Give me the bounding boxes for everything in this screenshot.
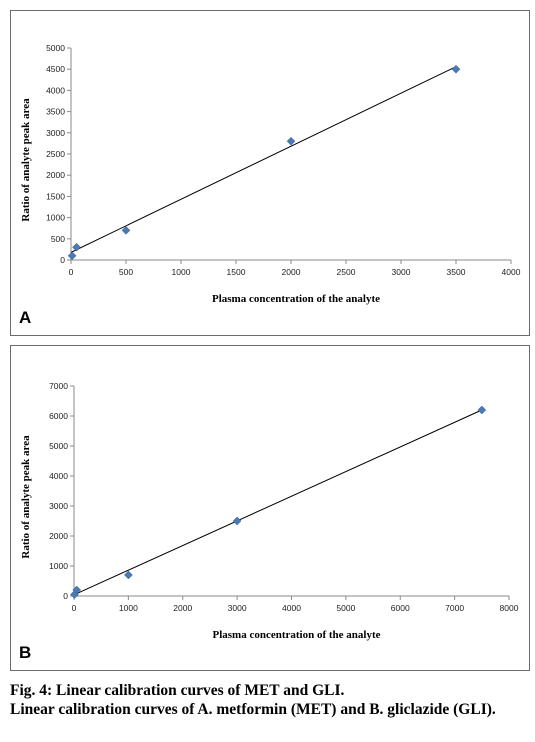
x-tick-label: 0 xyxy=(69,267,74,277)
data-point xyxy=(124,570,133,580)
y-tick-label: 0 xyxy=(63,591,68,601)
y-tick-label: 1000 xyxy=(49,561,68,571)
chart-b-svg: 0 1000 2000 3000 4000 5000 6000 7000 0 1000 2000 30… xyxy=(20,381,519,641)
x-tick-label: 2500 xyxy=(337,267,356,277)
data-point xyxy=(232,516,242,526)
y-tick-label: 1500 xyxy=(46,191,65,201)
y-tick-label: 0 xyxy=(60,255,65,265)
data-point xyxy=(451,64,461,74)
x-tick-label: 1000 xyxy=(172,267,191,277)
caption-description: Linear calibration curves of A. metformi… xyxy=(10,701,496,718)
y-axis-title: Ratio of analyte peak area xyxy=(20,98,32,222)
trendline xyxy=(73,409,483,596)
data-point xyxy=(286,136,296,146)
y-axis-title: Ratio of analyte peak area xyxy=(20,435,32,559)
y-tick-label: 5000 xyxy=(49,441,68,451)
chart-panel-a: 0 500 1000 1500 2000 2500 3000 3500 4000 4500 5000… xyxy=(10,10,530,336)
x-tick-label: 6000 xyxy=(391,603,410,613)
y-tick-label: 6000 xyxy=(49,411,68,421)
data-point xyxy=(72,585,82,595)
data-point xyxy=(121,225,131,235)
y-tick-label: 3500 xyxy=(46,107,65,117)
x-tick-label: 8000 xyxy=(500,603,519,613)
chart-panel-b: 0 1000 2000 3000 4000 5000 6000 7000 0 1000 2000 30… xyxy=(10,345,530,671)
x-tick-label: 4000 xyxy=(282,603,301,613)
data-point xyxy=(72,242,81,252)
x-tick-label: 0 xyxy=(72,603,77,613)
y-tick-label: 5000 xyxy=(46,43,65,53)
x-tick-label: 4000 xyxy=(502,267,521,277)
x-tick-label: 3500 xyxy=(447,267,466,277)
y-tick-label: 3000 xyxy=(46,128,65,138)
panel-label-a: A xyxy=(19,308,32,327)
y-tick-label: 500 xyxy=(51,234,65,244)
y-tick-label: 4000 xyxy=(46,85,65,95)
figure-caption: Fig. 4: Linear calibration curves of MET… xyxy=(10,681,530,719)
y-tick-label: 4500 xyxy=(46,64,65,74)
x-tick-label: 1500 xyxy=(227,267,246,277)
caption-title: Fig. 4: Linear calibration curves of MET… xyxy=(10,682,345,699)
y-tick-label: 2000 xyxy=(49,531,68,541)
x-tick-label: 7000 xyxy=(445,603,464,613)
y-tick-label: 3000 xyxy=(49,501,68,511)
x-tick-label: 2000 xyxy=(282,267,301,277)
y-tick-label: 7000 xyxy=(49,381,68,391)
panel-label-b: B xyxy=(19,643,32,662)
x-tick-label: 1000 xyxy=(119,603,138,613)
x-axis-title: Plasma concentration of the analyte xyxy=(212,293,380,305)
x-tick-label: 3000 xyxy=(392,267,411,277)
x-tick-label: 5000 xyxy=(336,603,355,613)
data-point xyxy=(67,251,77,261)
chart-a-svg: 0500100015002000250030003500400045005000… xyxy=(20,43,521,305)
y-tick-label: 2500 xyxy=(46,149,65,159)
trendline xyxy=(70,66,457,253)
data-point xyxy=(477,405,487,415)
y-tick-label: 2000 xyxy=(46,170,65,180)
x-tick-label: 500 xyxy=(119,267,133,277)
x-tick-label: 3000 xyxy=(228,603,247,613)
x-tick-label: 2000 xyxy=(173,603,192,613)
x-axis-title: Plasma concentration of the analyte xyxy=(212,629,380,641)
y-tick-label: 1000 xyxy=(46,213,65,223)
y-tick-label: 4000 xyxy=(49,471,68,481)
